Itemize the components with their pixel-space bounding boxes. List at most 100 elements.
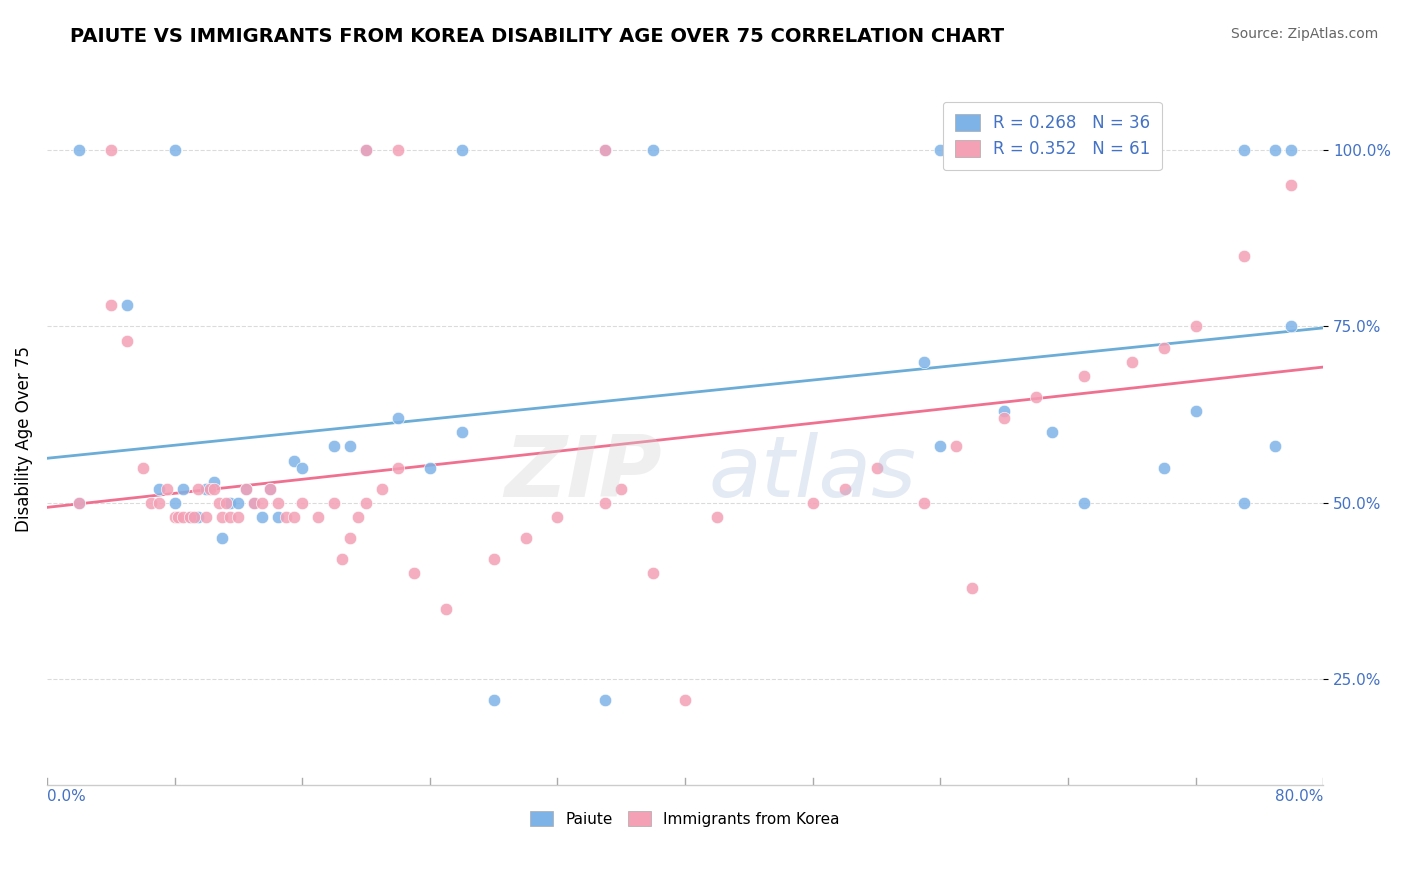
Point: [706, 510, 728, 524]
Point: [515, 531, 537, 545]
Point: [283, 510, 305, 524]
Point: [235, 482, 257, 496]
Point: [402, 566, 425, 581]
Point: [1279, 178, 1302, 193]
Point: [1184, 319, 1206, 334]
Point: [259, 482, 281, 496]
Point: [219, 510, 242, 524]
Point: [267, 510, 290, 524]
Point: [993, 404, 1015, 418]
Text: Source: ZipAtlas.com: Source: ZipAtlas.com: [1230, 27, 1378, 41]
Point: [912, 355, 935, 369]
Point: [228, 496, 250, 510]
Point: [1040, 425, 1063, 440]
Point: [195, 510, 218, 524]
Point: [993, 411, 1015, 425]
Point: [195, 482, 218, 496]
Point: [1073, 143, 1095, 157]
Point: [163, 510, 186, 524]
Point: [252, 496, 274, 510]
Point: [387, 143, 409, 157]
Point: [235, 482, 257, 496]
Point: [801, 496, 824, 510]
Text: ZIP: ZIP: [505, 433, 662, 516]
Point: [387, 411, 409, 425]
Point: [283, 453, 305, 467]
Point: [945, 439, 967, 453]
Point: [450, 425, 472, 440]
Point: [187, 510, 209, 524]
Point: [202, 475, 225, 489]
Point: [187, 482, 209, 496]
Point: [929, 439, 952, 453]
Point: [546, 510, 568, 524]
Point: [67, 496, 90, 510]
Point: [198, 482, 221, 496]
Point: [387, 460, 409, 475]
Point: [276, 510, 298, 524]
Point: [67, 496, 90, 510]
Point: [1264, 143, 1286, 157]
Point: [259, 482, 281, 496]
Text: PAIUTE VS IMMIGRANTS FROM KOREA DISABILITY AGE OVER 75 CORRELATION CHART: PAIUTE VS IMMIGRANTS FROM KOREA DISABILI…: [70, 27, 1004, 45]
Point: [202, 482, 225, 496]
Point: [100, 298, 122, 312]
Point: [339, 531, 361, 545]
Point: [450, 143, 472, 157]
Point: [1153, 460, 1175, 475]
Legend: Paiute, Immigrants from Korea: Paiute, Immigrants from Korea: [524, 805, 846, 833]
Point: [219, 496, 242, 510]
Point: [131, 460, 153, 475]
Point: [1264, 439, 1286, 453]
Point: [1025, 390, 1047, 404]
Point: [354, 143, 377, 157]
Point: [1121, 355, 1143, 369]
Point: [1232, 143, 1254, 157]
Point: [354, 143, 377, 157]
Point: [1279, 143, 1302, 157]
Point: [610, 482, 633, 496]
Point: [166, 510, 188, 524]
Point: [155, 482, 177, 496]
Point: [139, 496, 162, 510]
Point: [595, 496, 617, 510]
Point: [115, 298, 138, 312]
Point: [482, 552, 505, 566]
Point: [865, 460, 887, 475]
Text: atlas: atlas: [709, 433, 917, 516]
Point: [1232, 249, 1254, 263]
Point: [419, 460, 441, 475]
Y-axis label: Disability Age Over 75: Disability Age Over 75: [15, 346, 32, 533]
Point: [347, 510, 370, 524]
Point: [243, 496, 266, 510]
Point: [1184, 404, 1206, 418]
Point: [323, 496, 346, 510]
Point: [929, 143, 952, 157]
Point: [834, 482, 856, 496]
Point: [595, 143, 617, 157]
Point: [228, 510, 250, 524]
Point: [323, 439, 346, 453]
Point: [243, 496, 266, 510]
Point: [330, 552, 353, 566]
Text: 0.0%: 0.0%: [46, 789, 86, 804]
Point: [643, 143, 665, 157]
Point: [354, 496, 377, 510]
Point: [214, 496, 236, 510]
Point: [595, 143, 617, 157]
Point: [912, 496, 935, 510]
Point: [291, 496, 314, 510]
Point: [115, 334, 138, 348]
Point: [67, 143, 90, 157]
Point: [252, 510, 274, 524]
Point: [148, 482, 170, 496]
Point: [211, 531, 233, 545]
Point: [100, 143, 122, 157]
Point: [434, 601, 457, 615]
Point: [1073, 368, 1095, 383]
Point: [163, 143, 186, 157]
Point: [643, 566, 665, 581]
Point: [595, 693, 617, 707]
Point: [148, 496, 170, 510]
Point: [371, 482, 394, 496]
